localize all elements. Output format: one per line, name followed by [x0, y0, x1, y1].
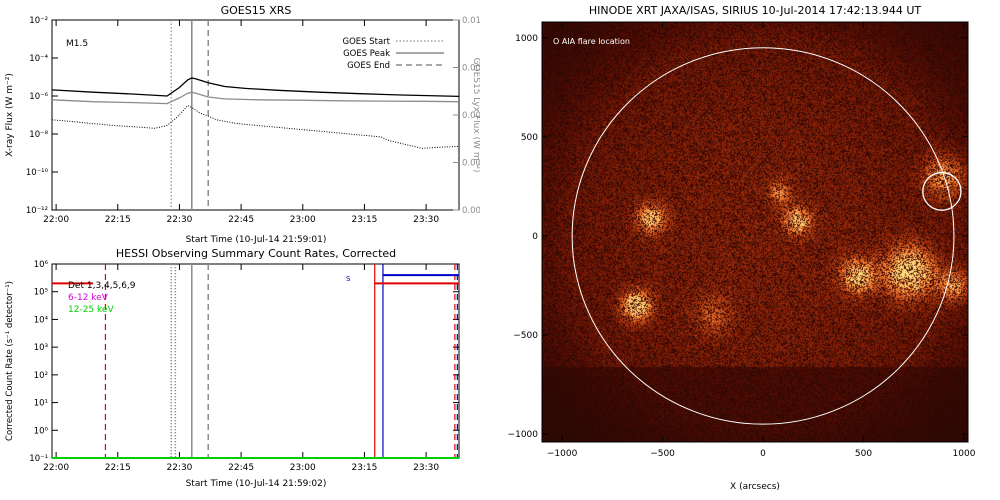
hessi-legend-6-12kev: 6-12 keV	[68, 293, 109, 303]
goes-y-tick-label: 10⁻⁸	[29, 130, 48, 140]
goes-xrs-chart: GOES15 XRS 22:00 22:15 22:30 22:45 23:00 23:1…	[5, 4, 480, 245]
goes-plot-frame	[51, 19, 460, 211]
xrt-y-tick-label: 1000	[515, 34, 538, 44]
goes-y-tick-label: 10⁻¹²	[26, 206, 48, 216]
xrt-x-tick-label: 1000	[953, 449, 976, 459]
xrt-y-tick-label: 0	[532, 232, 538, 242]
goes-y2-tick-label: 0.009	[462, 64, 480, 74]
hessi-x-tick-label: 22:15	[105, 463, 131, 473]
xrt-plot-frame	[541, 21, 969, 443]
goes-legend: GOES Start GOES Peak GOES End	[342, 37, 444, 71]
hessi-count-rate-chart: HESSI Observing Summary Count Rates, Cor…	[5, 247, 460, 489]
xrt-solar-limb	[571, 47, 955, 425]
hessi-y-tick-label: 10²	[34, 371, 48, 381]
xrt-x-tick-label: −1000	[547, 449, 578, 459]
goes-x-tick-label: 22:45	[228, 215, 254, 225]
hessi-plot-frame	[51, 263, 460, 459]
hessi-title: HESSI Observing Summary Count Rates, Cor…	[116, 247, 396, 260]
goes-y2-tick-label: 0.010	[462, 16, 480, 26]
goes-y-tick-label: 10⁻⁴	[29, 54, 48, 64]
xrt-y-tick-label: 500	[521, 133, 538, 143]
hessi-x-tick-label: 23:15	[351, 463, 377, 473]
hessi-y-tick-label: 10³	[34, 343, 48, 353]
goes-x-tick-label: 23:30	[413, 215, 439, 225]
goes-y-tick-label: 10⁻²	[29, 16, 48, 26]
goes-series-1	[51, 91, 460, 105]
goes-legend-end-label: GOES End	[347, 61, 390, 71]
xrt-image-panel: HINODE XRT JAXA/ISAS, SIRIUS 10-Jul-2014…	[490, 0, 1000, 500]
hessi-x-tick-label: 23:30	[413, 463, 439, 473]
goes-legend-peak-label: GOES Peak	[343, 49, 390, 59]
hessi-y-tick-label: 10⁻¹	[29, 454, 48, 464]
xrt-y-tick-label: −1000	[508, 430, 539, 440]
goes-x-tick-label: 22:15	[105, 215, 131, 225]
goes-y2-tick-label: 0.008	[462, 111, 480, 121]
hessi-y-tick-label: 10⁴	[34, 315, 49, 325]
goes-x-tick-label: 23:15	[351, 215, 377, 225]
hessi-x-tick-label: 22:45	[228, 463, 254, 473]
hessi-ylabel: Corrected Count Rate (s⁻¹ detector⁻¹)	[5, 281, 15, 441]
hessi-legend-12-25kev: 12-25 keV	[68, 305, 114, 315]
goes-xlabel: Start Time (10-Jul-14 21:59:01)	[186, 235, 327, 245]
goes-series-2	[51, 104, 460, 149]
goes-x-tick-label: 22:30	[166, 215, 192, 225]
goes-y-tick-label: 10⁻¹⁰	[26, 168, 49, 178]
goes-y2label: GOES15 Lyx Flux (W m⁻²)	[471, 58, 480, 173]
goes-y2-tick-label: 0.006	[462, 206, 480, 216]
hessi-legend: Det 1,3,4,5,6,9 6-12 keV 12-25 keV	[68, 281, 136, 315]
hessi-y-tick-label: 10⁰	[34, 426, 49, 436]
goes-ylabel: X-ray Flux (W m⁻²)	[5, 73, 15, 157]
xrt-overlay: HINODE XRT JAXA/ISAS, SIRIUS 10-Jul-2014…	[508, 4, 976, 492]
hessi-xlabel: Start Time (10-Jul-14 21:59:02)	[186, 479, 327, 489]
goes-y2-tick-label: 0.007	[462, 159, 480, 169]
xrt-xlabel: X (arcsecs)	[730, 482, 780, 492]
goes-x-tick-label: 23:00	[290, 215, 316, 225]
xrt-sun-image	[542, 22, 968, 442]
hessi-annotation-s: S	[346, 275, 351, 283]
goes-y-tick-label: 10⁻⁶	[29, 92, 48, 102]
hessi-y-tick-label: 10⁶	[34, 260, 49, 270]
xrt-x-tick-label: 0	[760, 449, 766, 459]
goes-series-0	[51, 77, 460, 98]
hessi-legend-det: Det 1,3,4,5,6,9	[68, 281, 136, 291]
xrt-flare-location-marker	[922, 171, 962, 211]
goes-annotation-m15: M1.5	[66, 39, 88, 49]
goes-x-tick-label: 22:00	[43, 215, 69, 225]
xrt-x-tick-label: −500	[650, 449, 675, 459]
xrt-x-tick-label: 500	[855, 449, 872, 459]
hessi-x-tick-label: 22:00	[43, 463, 69, 473]
hessi-y-tick-label: 10¹	[34, 399, 48, 409]
hessi-x-tick-label: 22:30	[166, 463, 192, 473]
hessi-y-tick-label: 10⁵	[34, 288, 48, 298]
hessi-x-tick-label: 23:00	[290, 463, 316, 473]
goes-title: GOES15 XRS	[221, 4, 292, 17]
goes-legend-start-label: GOES Start	[342, 37, 390, 47]
xrt-title: HINODE XRT JAXA/ISAS, SIRIUS 10-Jul-2014…	[589, 4, 922, 17]
xrt-y-tick-label: −500	[513, 331, 538, 341]
xrt-annotation-aia: O AIA flare location	[553, 37, 630, 46]
